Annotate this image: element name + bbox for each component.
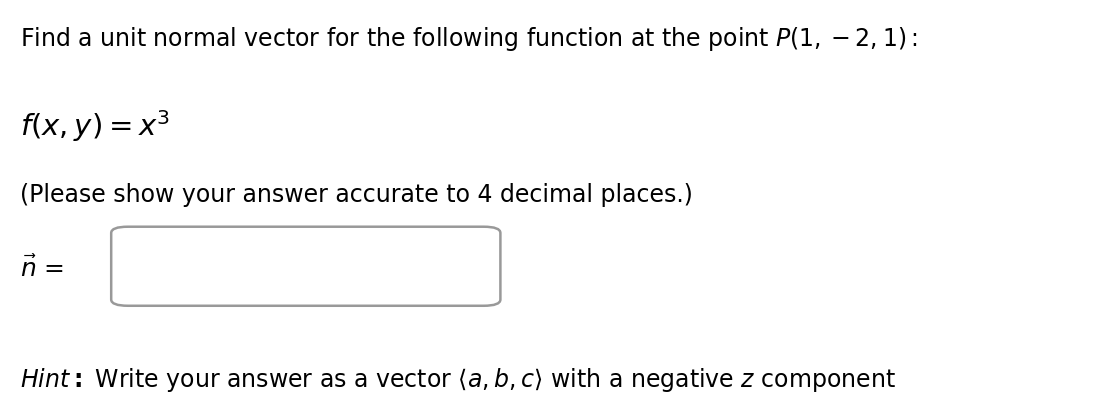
FancyBboxPatch shape: [111, 227, 500, 306]
Text: $\vec{n}$ =: $\vec{n}$ =: [20, 256, 64, 282]
Text: Find a unit normal vector for the following function at the point $P(1, -2, 1):$: Find a unit normal vector for the follow…: [20, 25, 919, 53]
Text: (Please show your answer accurate to 4 decimal places.): (Please show your answer accurate to 4 d…: [20, 183, 693, 207]
Text: $\mathit{Hint\mathbf{:}}$ Write your answer as a vector $\langle a, b, c\rangle$: $\mathit{Hint\mathbf{:}}$ Write your ans…: [20, 366, 896, 394]
Text: $f(x, y) = x^3$: $f(x, y) = x^3$: [20, 108, 170, 144]
